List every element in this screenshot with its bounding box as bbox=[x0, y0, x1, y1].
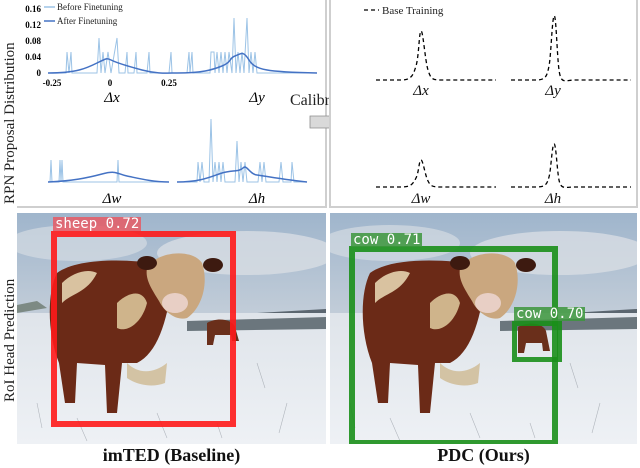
before-calibration-charts: 0.16 0.12 0.08 0.04 0 Before Finetuning … bbox=[25, 2, 318, 207]
ytick: 0 bbox=[37, 68, 42, 78]
svg-text:-0.25: -0.25 bbox=[43, 78, 62, 88]
chart-dy: Δy bbox=[176, 17, 318, 106]
chart-title-dw: Δw bbox=[102, 191, 122, 207]
chart-dw: Δw bbox=[47, 159, 170, 207]
x-axis-ticks: -0.25 0 0.25 bbox=[43, 78, 178, 88]
cow-scene-image bbox=[17, 213, 326, 444]
chart-title-dh: Δh bbox=[248, 191, 265, 207]
ytick: 0.04 bbox=[25, 52, 41, 62]
caption-pdc: PDC (Ours) bbox=[437, 445, 530, 465]
chart-title-dx: Δx bbox=[412, 83, 429, 99]
detection-label-cow-large: cow 0.71 bbox=[351, 232, 423, 248]
caption-baseline: imTED (Baseline) bbox=[102, 445, 241, 465]
chart-dh: Δh bbox=[176, 118, 308, 207]
detection-label-sheep: sheep 0.72 bbox=[53, 216, 142, 232]
legend-before: Before Finetuning bbox=[57, 2, 123, 12]
ytick: 0.12 bbox=[25, 20, 41, 30]
svg-text:0: 0 bbox=[108, 78, 113, 88]
ytick: 0.08 bbox=[25, 36, 41, 46]
pdc-detection-image: cow 0.71 cow 0.70 bbox=[330, 213, 637, 444]
detection-box-sheep bbox=[51, 231, 236, 427]
chart-title-dy: Δy bbox=[248, 90, 265, 106]
before-calibration-chart-panel: 0.16 0.12 0.08 0.04 0 Before Finetuning … bbox=[17, 0, 327, 208]
detection-box-cow-small bbox=[512, 321, 562, 362]
svg-text:0.25: 0.25 bbox=[161, 78, 177, 88]
detection-label-cow-small: cow 0.70 bbox=[514, 306, 586, 322]
ytick: 0.16 bbox=[25, 4, 41, 14]
legend-after: After Finetuning bbox=[57, 16, 118, 26]
chart-base-dy bbox=[511, 15, 631, 82]
chart-title-dh: Δh bbox=[544, 191, 561, 207]
detection-box-cow-large bbox=[349, 246, 558, 444]
baseline-detection-image: sheep 0.72 bbox=[17, 213, 326, 444]
chart-title-dx: Δx bbox=[103, 90, 120, 106]
chart-title-dy: Δy bbox=[544, 83, 561, 99]
legend: Before Finetuning After Finetuning bbox=[44, 2, 123, 26]
chart-base-dh bbox=[511, 143, 631, 189]
chart-base-dw bbox=[376, 159, 496, 188]
legend: Base Training bbox=[364, 5, 444, 17]
after-calibration-charts: Base Training Δx Δy Δw Δh bbox=[364, 5, 631, 207]
after-calibration-chart-panel: Base Training Δx Δy Δw Δh bbox=[329, 0, 638, 208]
chart-dx: Δx bbox=[47, 37, 178, 106]
y-axis-ticks: 0.16 0.12 0.08 0.04 0 bbox=[25, 4, 41, 78]
chart-base-dx bbox=[376, 30, 496, 81]
chart-title-dw: Δw bbox=[411, 191, 431, 207]
legend-base: Base Training bbox=[382, 5, 444, 17]
